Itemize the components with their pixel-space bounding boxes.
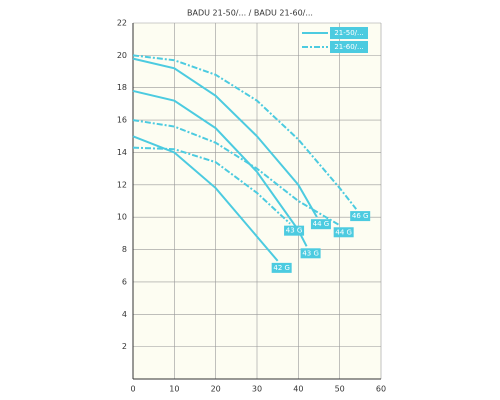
x-tick-label: 60	[376, 385, 386, 394]
curve	[132, 57, 318, 218]
x-tick-label: 20	[211, 385, 221, 394]
curve	[132, 146, 291, 225]
curve-tag: 43 G	[302, 249, 319, 257]
curve-tag-box	[333, 227, 354, 238]
legend-box	[330, 27, 368, 39]
curve	[132, 54, 357, 210]
curve-tag: 42 G	[273, 264, 290, 272]
chart-title: BADU 21-50/... / BADU 21-60/...	[187, 9, 313, 18]
x-tick-label: 30	[252, 385, 262, 394]
curve-tag-box	[350, 211, 371, 222]
y-tick-label: 22	[117, 19, 127, 28]
y-tick-label: 6	[122, 277, 127, 286]
curve-tag: 43 G	[286, 227, 303, 235]
x-tick-label: 40	[293, 385, 303, 394]
y-tick-label: 14	[117, 148, 127, 157]
curve-tag: 44 G	[335, 228, 352, 236]
y-tick-label: 4	[122, 310, 127, 319]
y-tick-label: 8	[122, 245, 127, 254]
x-tick-label: 10	[169, 385, 179, 394]
legend-box	[330, 41, 368, 53]
y-tick-label: 16	[117, 116, 127, 125]
curve-tag: 44 G	[313, 220, 330, 228]
y-tick-label: 12	[117, 180, 127, 189]
curve-tag-box	[310, 219, 331, 230]
curve-tag-box	[284, 225, 305, 236]
x-tick-label: 50	[335, 385, 345, 394]
legend-label: 21-60/...	[334, 43, 363, 51]
curve-tag: 46 G	[352, 212, 369, 220]
x-tick-label: 0	[130, 385, 135, 394]
curve	[132, 135, 279, 262]
y-tick-label: 20	[117, 51, 127, 60]
legend-label: 21-50/...	[334, 29, 363, 37]
y-tick-label: 18	[117, 83, 127, 92]
y-tick-label: 10	[117, 213, 127, 222]
curve	[132, 119, 341, 227]
y-tick-label: 2	[122, 342, 127, 351]
curve-tag-box	[271, 262, 292, 273]
curve-tag-box	[300, 248, 321, 259]
